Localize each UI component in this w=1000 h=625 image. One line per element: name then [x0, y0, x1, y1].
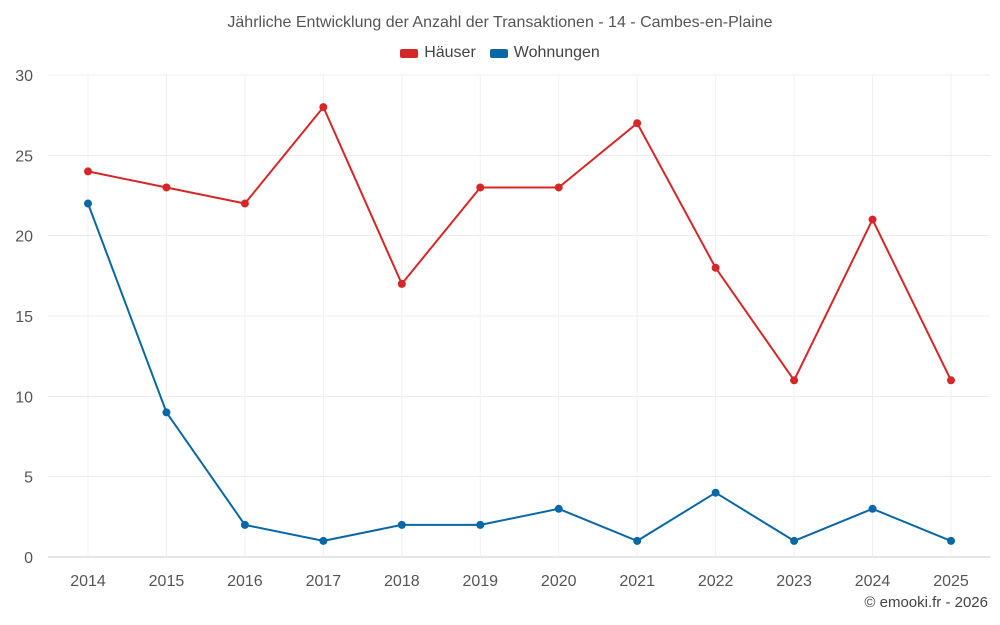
x-tick-label-2024: 2024 [855, 573, 891, 590]
legend-swatch-haeuser [400, 48, 419, 58]
y-tick-label-25: 25 [15, 148, 33, 165]
series-line-haeuser [87, 106, 952, 382]
legend: Häuser Wohnungen [0, 44, 1000, 62]
chart-title: Jährliche Entwicklung der Anzahl der Tra… [227, 14, 773, 31]
data-point-haeuser-2023 [790, 376, 799, 385]
data-point-haeuser-2015 [162, 183, 171, 192]
y-tick-label-10: 10 [15, 389, 33, 406]
y-tick-label-15: 15 [15, 309, 33, 326]
data-point-haeuser-2021 [633, 119, 642, 128]
x-tick-label-2017: 2017 [306, 573, 342, 590]
x-tick-label-2015: 2015 [149, 573, 185, 590]
legend-item-wohnungen[interactable]: Wohnungen [489, 44, 600, 62]
y-tick-label-5: 5 [24, 470, 33, 487]
data-point-wohnungen-2017 [319, 536, 328, 545]
data-point-haeuser-2017 [319, 103, 328, 112]
y-tick-label-20: 20 [15, 229, 33, 246]
data-point-wohnungen-2021 [633, 536, 642, 545]
legend-item-haeuser[interactable]: Häuser [400, 44, 476, 62]
data-point-haeuser-2022 [711, 263, 720, 272]
data-point-wohnungen-2025 [947, 536, 955, 545]
data-point-wohnungen-2014 [84, 199, 92, 208]
data-point-wohnungen-2015 [162, 408, 171, 417]
x-tick-label-2022: 2022 [698, 573, 734, 590]
x-tick-label-2020: 2020 [541, 573, 577, 590]
data-point-haeuser-2016 [240, 199, 249, 208]
x-tick-label-2014: 2014 [70, 573, 106, 590]
data-point-haeuser-2025 [947, 376, 955, 385]
data-point-haeuser-2014 [84, 167, 92, 176]
x-tick-label-2023: 2023 [776, 573, 812, 590]
legend-swatch-wohnungen [489, 48, 508, 58]
data-point-haeuser-2018 [397, 279, 406, 288]
data-point-haeuser-2024 [868, 215, 877, 224]
data-point-wohnungen-2016 [240, 520, 249, 529]
series-line-wohnungen [87, 203, 952, 542]
y-tick-label-30: 30 [15, 68, 33, 85]
y-tick-label-0: 0 [24, 550, 33, 567]
x-tick-label-2019: 2019 [462, 573, 498, 590]
data-point-wohnungen-2018 [397, 520, 406, 529]
data-point-wohnungen-2023 [790, 536, 799, 545]
x-tick-label-2025: 2025 [933, 573, 969, 590]
copyright-credit: © emooki.fr - 2026 [864, 594, 988, 611]
data-point-wohnungen-2022 [711, 488, 720, 497]
data-point-haeuser-2019 [476, 183, 485, 192]
x-tick-label-2016: 2016 [227, 573, 263, 590]
data-point-wohnungen-2020 [554, 504, 563, 513]
data-point-wohnungen-2024 [868, 504, 877, 513]
legend-label-haeuser: Häuser [424, 44, 476, 61]
data-point-haeuser-2020 [554, 183, 563, 192]
legend-label-wohnungen: Wohnungen [513, 44, 600, 61]
x-tick-label-2018: 2018 [384, 573, 420, 590]
x-tick-label-2021: 2021 [619, 573, 655, 590]
data-point-wohnungen-2019 [476, 520, 485, 529]
